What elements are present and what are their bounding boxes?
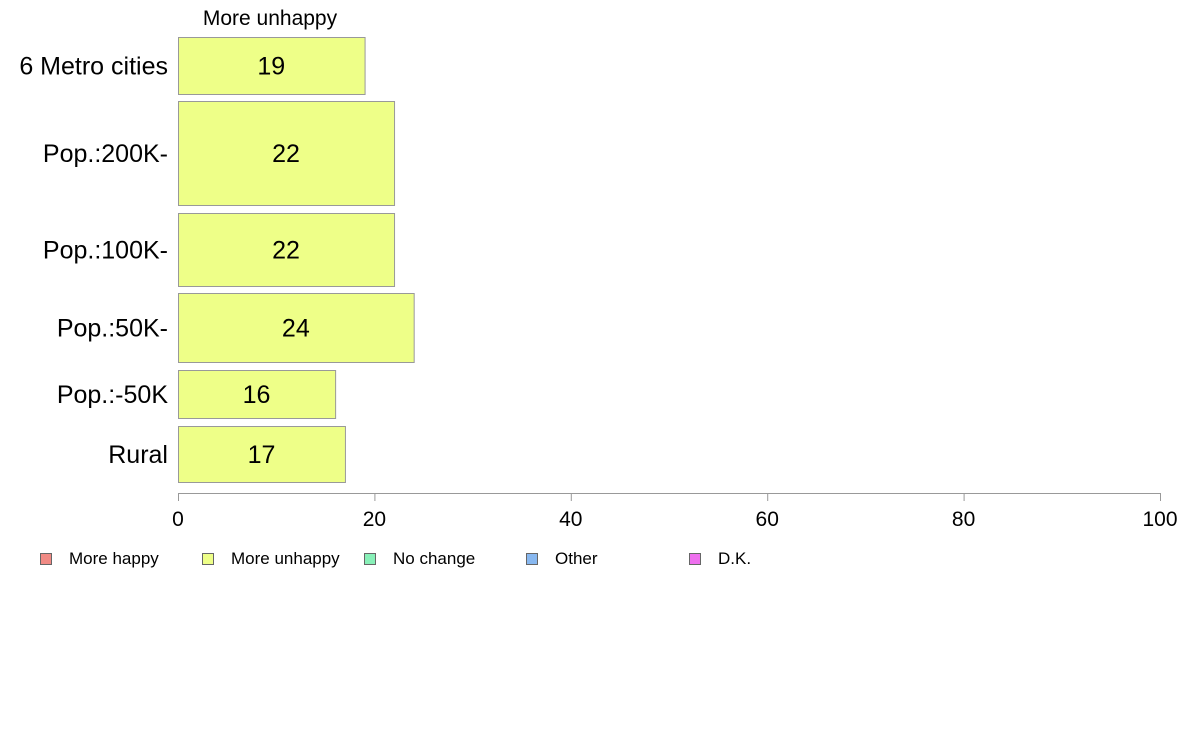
legend-swatch-no-change <box>364 553 376 565</box>
bar <box>178 293 415 363</box>
legend-item-more-unhappy: More unhappy <box>202 548 340 570</box>
category-label: 6 Metro cities <box>19 53 168 81</box>
bar <box>178 370 337 419</box>
category-label: Pop.:-50K <box>57 381 169 409</box>
legend-item-more-happy: More happy <box>40 548 159 570</box>
legend-item-no-change: No change <box>364 548 475 570</box>
x-tick-label: 100 <box>1142 508 1177 531</box>
chart-legend: More happy More unhappy No change Other … <box>0 548 1188 570</box>
bar-value-label: 17 <box>248 441 276 469</box>
legend-label: More unhappy <box>231 549 340 568</box>
bar-value-label: 22 <box>272 140 300 168</box>
x-tick-label: 60 <box>756 508 779 531</box>
x-tick-label: 80 <box>952 508 975 531</box>
category-label: Pop.:200K- <box>43 140 168 168</box>
bar-value-label: 16 <box>243 381 271 409</box>
bar <box>178 426 346 483</box>
bar-value-label: 19 <box>257 53 285 81</box>
bar-value-label: 22 <box>272 237 300 265</box>
x-tick-label: 20 <box>363 508 386 531</box>
legend-swatch-dk <box>689 553 701 565</box>
legend-label: More happy <box>69 549 159 568</box>
legend-label: No change <box>393 549 476 568</box>
legend-swatch-more-happy <box>40 553 52 565</box>
category-label: Pop.:50K- <box>57 315 168 343</box>
legend-swatch-other <box>526 553 538 565</box>
legend-swatch-more-unhappy <box>202 553 214 565</box>
x-tick-label: 40 <box>559 508 582 531</box>
category-label: Rural <box>108 441 168 469</box>
bar <box>178 101 396 206</box>
x-tick-label: 0 <box>172 508 184 531</box>
legend-item-other: Other <box>526 548 598 570</box>
bar <box>178 37 366 95</box>
bar <box>178 213 396 287</box>
chart-title: More unhappy <box>203 7 338 30</box>
legend-label: D.K. <box>718 549 752 568</box>
legend-label: Other <box>555 549 598 568</box>
category-label: Pop.:100K- <box>43 237 168 265</box>
legend-item-dk: D.K. <box>689 548 751 570</box>
bar-value-label: 24 <box>282 315 310 343</box>
